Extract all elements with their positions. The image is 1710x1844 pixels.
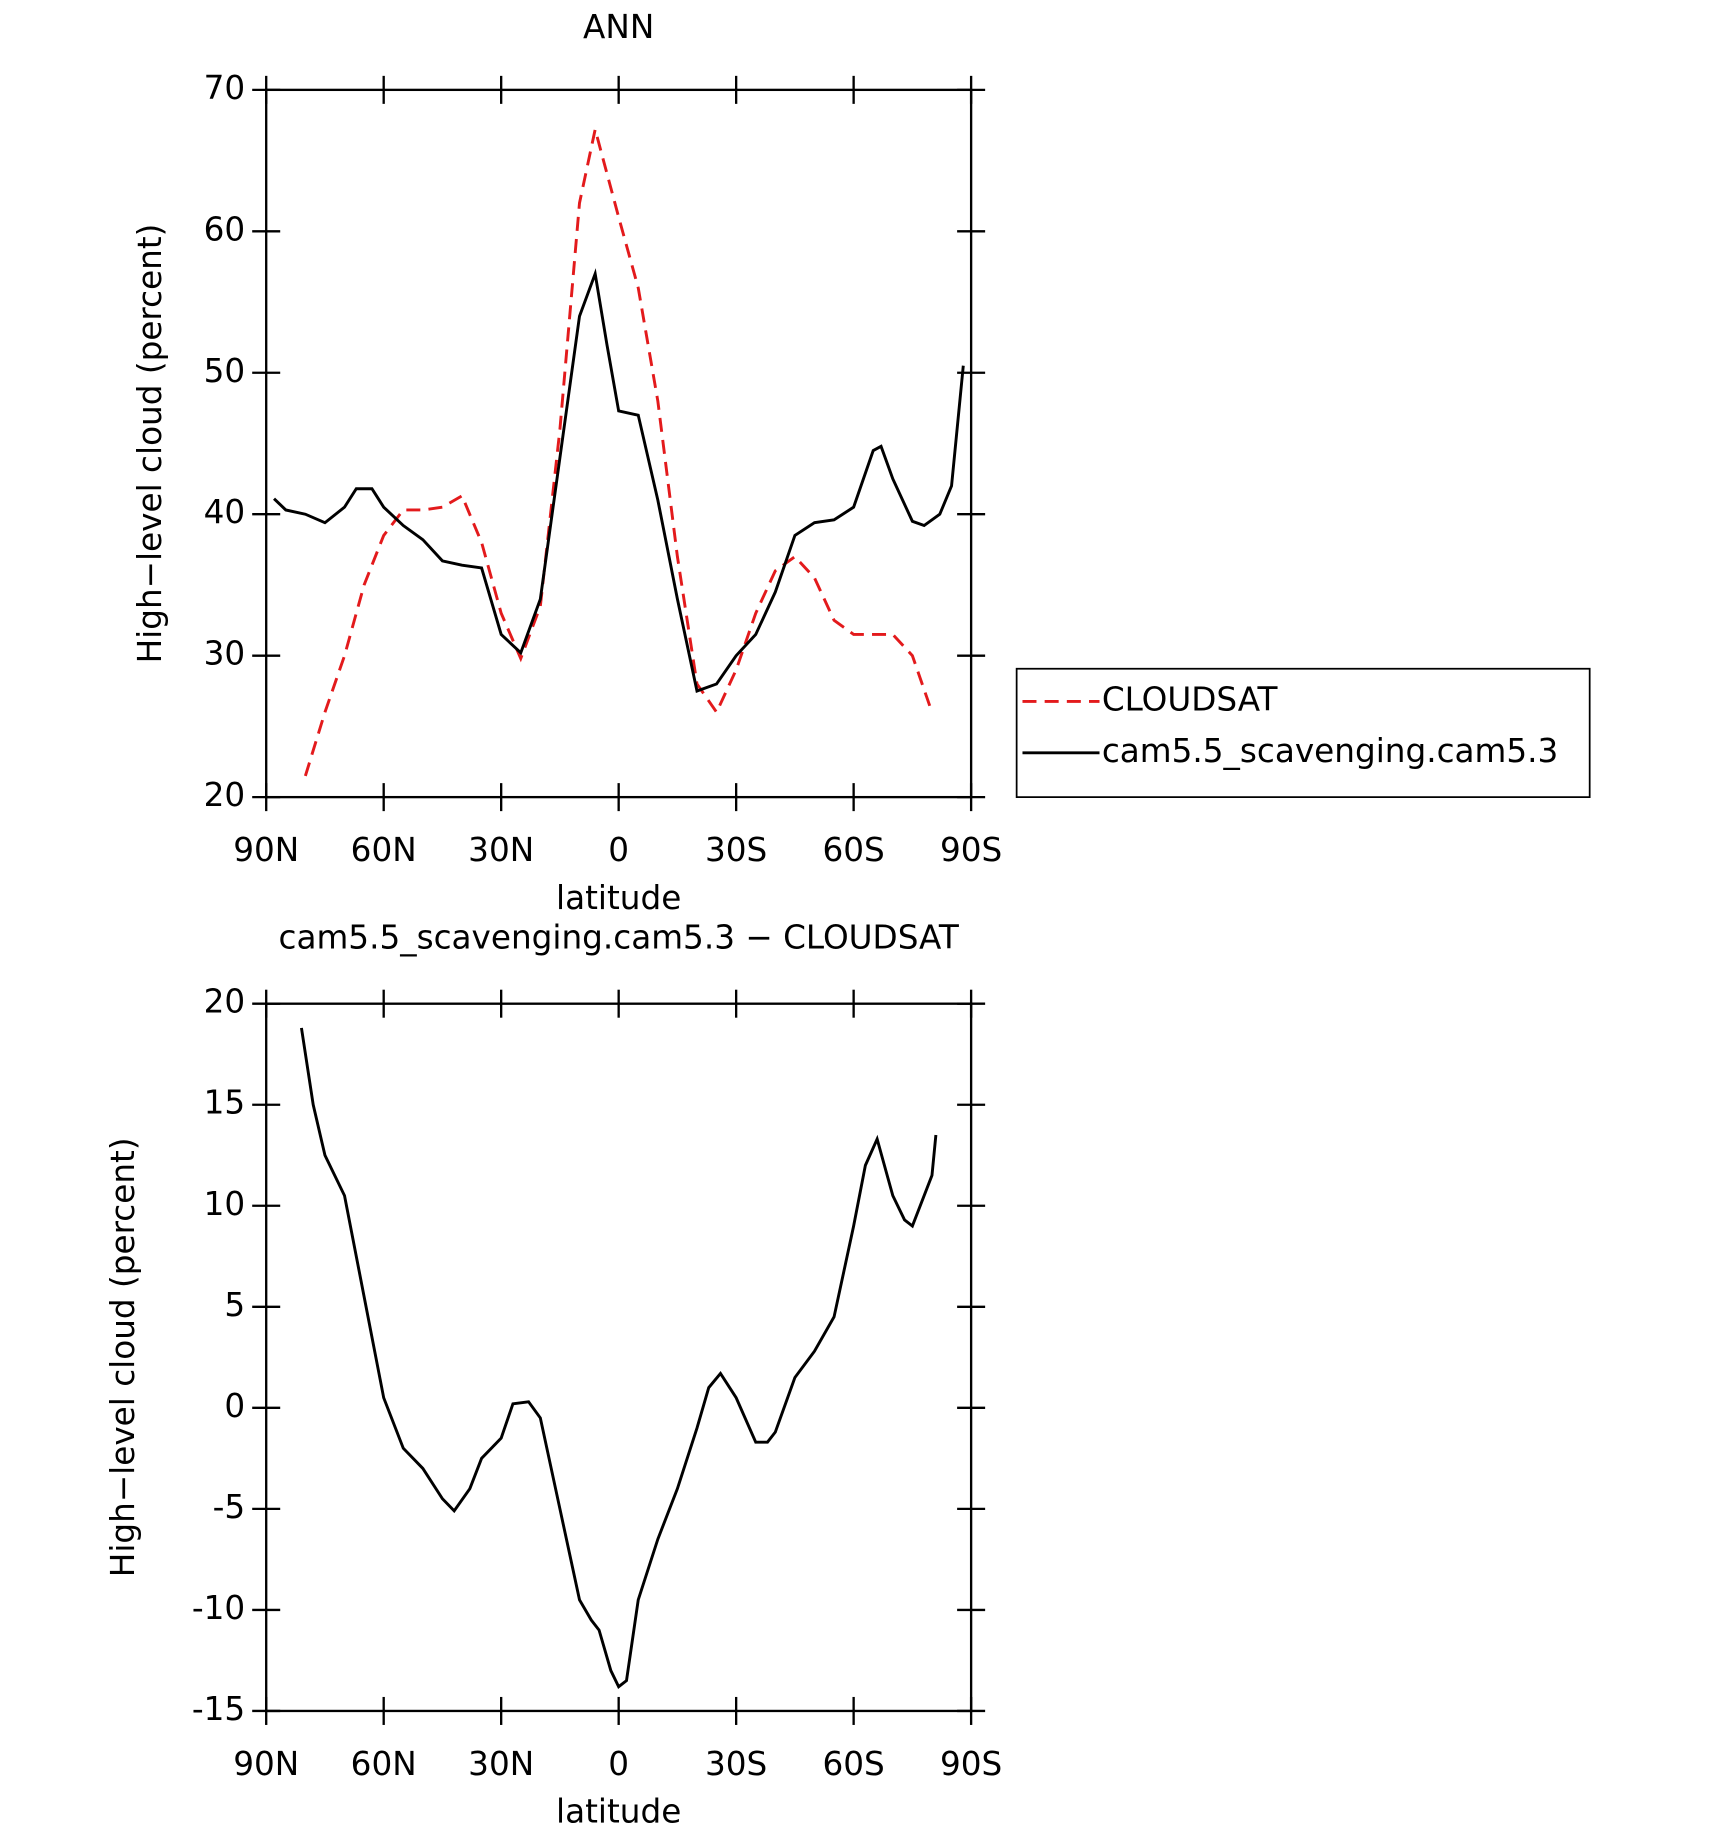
x-tick-label: 60N <box>351 831 417 869</box>
x-tick-label: 30N <box>468 1745 534 1783</box>
y-tick-label: 20 <box>204 983 246 1021</box>
legend-label: cam5.5_scavenging.cam5.3 <box>1102 732 1558 770</box>
x-axis-label: latitude <box>556 1793 681 1831</box>
x-tick-label: 30N <box>468 831 534 869</box>
series-line <box>273 268 965 693</box>
chart-title: ANN <box>583 8 654 46</box>
y-tick-label: -10 <box>192 1589 245 1627</box>
y-tick-label: 50 <box>204 352 246 390</box>
y-tick-label: 15 <box>204 1084 246 1122</box>
x-tick-label: 90S <box>940 831 1002 869</box>
x-tick-label: 90N <box>233 831 299 869</box>
y-tick-label: 60 <box>204 210 246 248</box>
x-tick-label: 60S <box>822 1745 884 1783</box>
series-line <box>303 129 934 777</box>
y-axis-label: High−level cloud (percent) <box>131 224 169 664</box>
y-tick-label: -5 <box>213 1488 246 1526</box>
x-tick-label: 30S <box>705 831 767 869</box>
x-tick-label: 90S <box>940 1745 1002 1783</box>
y-tick-label: 10 <box>204 1185 246 1223</box>
plot-frame <box>265 1002 973 1713</box>
y-tick-label: 70 <box>204 69 246 107</box>
y-tick-label: 5 <box>224 1286 245 1324</box>
series-line <box>300 1027 938 1689</box>
chart-title: cam5.5_scavenging.cam5.3 − CLOUDSAT <box>279 919 960 957</box>
x-tick-label: 0 <box>608 831 629 869</box>
legend-label: CLOUDSAT <box>1102 680 1279 718</box>
y-tick-label: 30 <box>204 635 246 673</box>
x-tick-label: 60N <box>351 1745 417 1783</box>
legend-box <box>1015 667 1591 798</box>
x-tick-label: 60S <box>822 831 884 869</box>
x-axis-label: latitude <box>556 879 681 917</box>
y-tick-label: 20 <box>204 776 246 814</box>
y-tick-label: 0 <box>224 1387 245 1425</box>
plot-frame <box>265 88 973 799</box>
x-tick-label: 90N <box>233 1745 299 1783</box>
y-tick-label: 40 <box>204 493 246 531</box>
x-tick-label: 30S <box>705 1745 767 1783</box>
y-tick-label: -15 <box>192 1690 245 1728</box>
y-axis-label: High−level cloud (percent) <box>104 1137 142 1577</box>
x-tick-label: 0 <box>608 1745 629 1783</box>
